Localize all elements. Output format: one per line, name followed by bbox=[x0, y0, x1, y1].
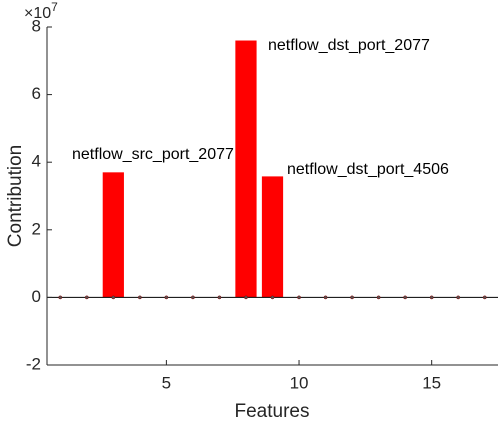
annotation: netflow_dst_port_4506 bbox=[287, 161, 449, 178]
zero-marker bbox=[376, 295, 381, 300]
y-tick-label: 2 bbox=[32, 219, 41, 238]
annotation: netflow_dst_port_2077 bbox=[268, 37, 430, 54]
bar bbox=[261, 176, 284, 298]
x-axis-label: Features bbox=[235, 401, 310, 422]
bar bbox=[102, 172, 124, 298]
y-tick-label: 6 bbox=[32, 84, 41, 103]
zero-marker bbox=[111, 295, 116, 300]
x-tick-label: 15 bbox=[422, 373, 441, 392]
zero-marker bbox=[482, 295, 487, 300]
x-tick-label: 5 bbox=[162, 373, 171, 392]
zero-marker bbox=[323, 295, 328, 300]
y-tick-label: 0 bbox=[32, 287, 41, 306]
zero-marker bbox=[58, 295, 63, 300]
annotation: netflow_src_port_2077 bbox=[72, 146, 234, 163]
y-axis-label: Contribution bbox=[5, 145, 26, 247]
zero-marker bbox=[350, 295, 354, 300]
x-tick-label: 10 bbox=[290, 373, 309, 392]
zero-marker bbox=[456, 295, 461, 300]
zero-marker bbox=[84, 295, 89, 300]
zero-marker bbox=[244, 295, 248, 300]
zero-marker bbox=[217, 295, 222, 300]
multiplier-base: ×10 bbox=[24, 5, 51, 22]
multiplier-exponent: 7 bbox=[51, 0, 58, 14]
zero-marker bbox=[429, 295, 434, 300]
y-tick-label: 4 bbox=[32, 152, 41, 171]
zero-marker bbox=[297, 295, 301, 300]
zero-marker bbox=[138, 295, 142, 300]
zero-marker bbox=[270, 295, 275, 300]
y-tick-label: 8 bbox=[32, 16, 41, 35]
y-tick-label: -2 bbox=[26, 354, 41, 373]
zero-marker bbox=[191, 295, 195, 300]
bar bbox=[235, 40, 257, 298]
zero-marker bbox=[403, 295, 407, 300]
y-multiplier: ×107 bbox=[24, 0, 58, 22]
zero-marker bbox=[164, 295, 169, 300]
